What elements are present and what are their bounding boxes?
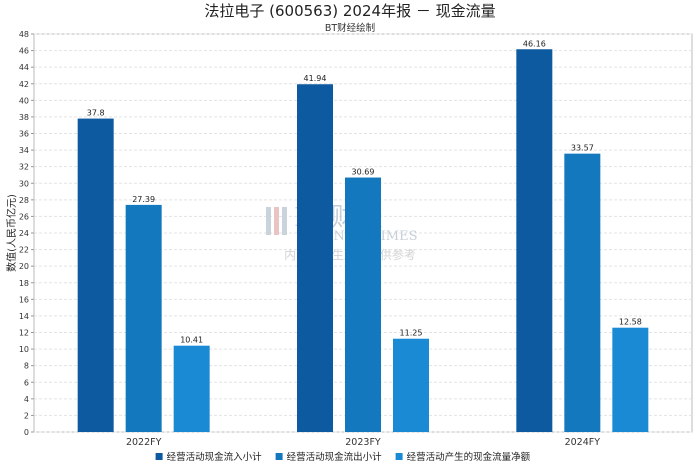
watermark-logo-icon bbox=[266, 207, 287, 235]
y-axis-ticks: 0246810121416182022242628303234363840424… bbox=[19, 30, 34, 437]
y-tick-label: 32 bbox=[19, 163, 29, 172]
x-axis-ticks: 2022FY 2023FY 2024FY bbox=[126, 437, 600, 448]
y-tick-label: 14 bbox=[19, 312, 29, 321]
y-tick-label: 30 bbox=[19, 179, 29, 188]
y-tick-label: 22 bbox=[19, 246, 29, 255]
y-tick-label: 42 bbox=[19, 80, 29, 89]
data-label: 46.16 bbox=[523, 39, 546, 48]
bar bbox=[297, 84, 333, 432]
y-axis-label: 数值(人民币亿元) bbox=[5, 194, 18, 272]
data-label: 12.58 bbox=[619, 318, 642, 327]
legend-swatch bbox=[155, 453, 163, 460]
bar bbox=[77, 118, 114, 432]
x-tick-label: 2024FY bbox=[565, 437, 601, 448]
bar bbox=[393, 338, 429, 432]
y-tick-label: 46 bbox=[19, 47, 29, 56]
data-labels: 37.8 27.39 10.41 41.94 30.69 11.25 46.16 33.57 1… bbox=[87, 39, 642, 344]
y-tick-label: 40 bbox=[19, 96, 29, 105]
y-tick-label: 12 bbox=[19, 329, 29, 338]
y-tick-label: 8 bbox=[24, 362, 29, 371]
legend-swatch bbox=[275, 453, 283, 460]
data-label: 33.57 bbox=[571, 144, 594, 153]
data-label: 11.25 bbox=[400, 329, 423, 338]
y-tick-label: 44 bbox=[19, 63, 29, 72]
y-tick-label: 28 bbox=[19, 196, 29, 205]
y-tick-label: 24 bbox=[19, 229, 29, 238]
bar bbox=[612, 327, 649, 432]
legend-label: 经营活动产生的现金流量净额 bbox=[407, 451, 531, 463]
y-tick-label: 20 bbox=[19, 262, 29, 271]
y-tick-label: 2 bbox=[24, 411, 29, 420]
data-label: 30.69 bbox=[352, 168, 375, 177]
y-tick-label: 0 bbox=[24, 428, 29, 437]
bars-layer bbox=[77, 49, 649, 433]
legend-label: 经营活动现金流出小计 bbox=[287, 451, 383, 463]
y-tick-label: 18 bbox=[19, 279, 29, 288]
y-tick-label: 6 bbox=[24, 378, 29, 387]
y-tick-label: 34 bbox=[19, 146, 29, 155]
bar bbox=[564, 153, 601, 432]
bar bbox=[125, 204, 162, 432]
chart-title: 法拉电子 (600563) 2024年报 － 现金流量 bbox=[204, 2, 495, 20]
bar bbox=[345, 177, 381, 432]
bar bbox=[173, 345, 210, 432]
y-tick-label: 48 bbox=[19, 30, 29, 39]
x-tick-label: 2022FY bbox=[126, 437, 162, 448]
y-tick-label: 4 bbox=[24, 395, 29, 404]
y-tick-label: 16 bbox=[19, 295, 29, 304]
chart-subtitle: BT财经绘制 bbox=[325, 22, 375, 34]
data-label: 27.39 bbox=[132, 195, 155, 204]
data-label: 41.94 bbox=[304, 74, 327, 83]
x-tick-label: 2023FY bbox=[345, 437, 381, 448]
data-label: 37.8 bbox=[87, 109, 105, 118]
y-tick-label: 26 bbox=[19, 212, 29, 221]
bar bbox=[516, 49, 553, 433]
legend-label: 经营活动现金流入小计 bbox=[167, 451, 263, 463]
y-tick-label: 36 bbox=[19, 130, 29, 139]
y-tick-label: 38 bbox=[19, 113, 29, 122]
y-tick-label: 10 bbox=[19, 345, 29, 354]
legend: 经营活动现金流入小计 经营活动现金流出小计 经营活动产生的现金流量净额 bbox=[155, 451, 531, 463]
legend-swatch bbox=[395, 453, 403, 460]
data-label: 10.41 bbox=[180, 336, 203, 345]
